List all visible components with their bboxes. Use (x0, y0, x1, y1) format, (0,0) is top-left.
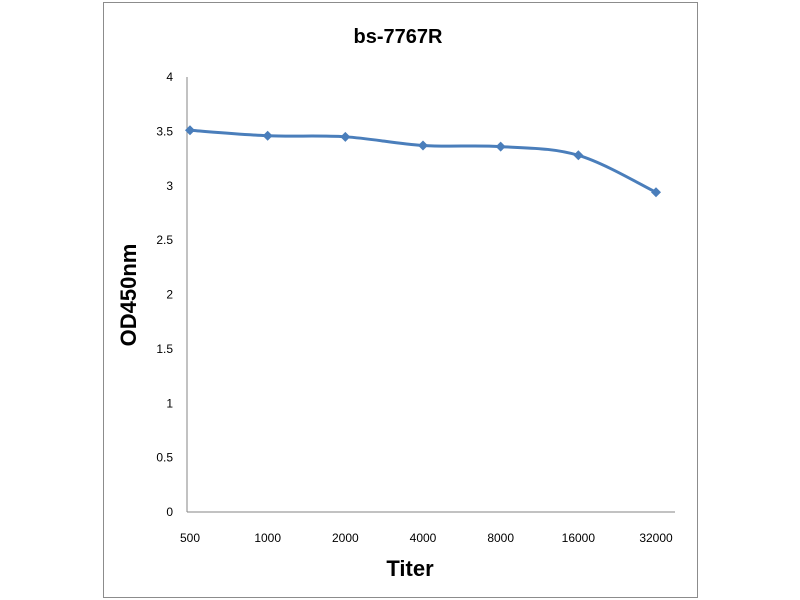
y-tick-label: 3 (166, 179, 173, 193)
x-tick-label: 500 (180, 531, 200, 545)
y-tick-label: 2.5 (156, 233, 173, 247)
chart-title: bs-7767R (354, 26, 443, 48)
x-axis-label: Titer (386, 556, 434, 581)
data-point-marker (651, 187, 661, 198)
y-tick-label: 2 (166, 288, 173, 302)
data-point-marker (418, 140, 428, 151)
y-tick-label: 3.5 (156, 124, 173, 138)
y-tick-label: 4 (166, 70, 173, 84)
y-tick-label: 1.5 (156, 342, 173, 356)
series-line (189, 128, 657, 194)
x-tick-label: 32000 (639, 531, 673, 545)
chart-frame (103, 2, 698, 598)
y-axis-label: OD450nm (116, 244, 141, 347)
y-tick-label: 1 (166, 396, 173, 410)
data-point-marker (185, 125, 195, 136)
x-tick-label: 16000 (562, 531, 596, 545)
data-point-marker (340, 131, 351, 142)
x-tick-label: 8000 (487, 531, 514, 545)
y-tick-label: 0 (166, 505, 173, 519)
y-tick-label: 0.5 (156, 451, 173, 465)
data-point-marker (262, 130, 273, 141)
data-point-marker (573, 150, 584, 161)
x-tick-label: 4000 (410, 531, 437, 545)
x-tick-label: 1000 (254, 531, 281, 545)
x-tick-label: 2000 (332, 531, 359, 545)
data-point-marker (495, 141, 506, 152)
